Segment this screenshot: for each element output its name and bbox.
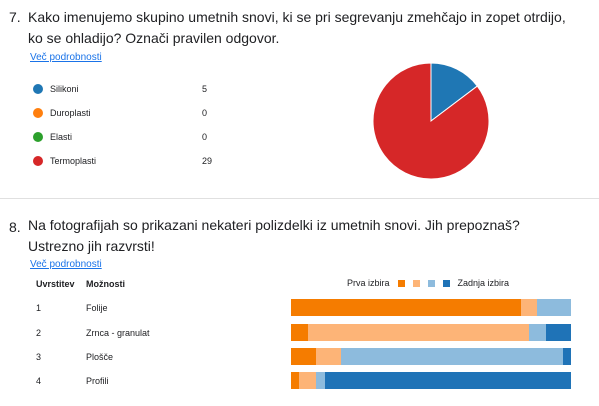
legend-label: Duroplasti bbox=[50, 108, 91, 118]
bar-segment-rank-1 bbox=[291, 372, 300, 389]
option-label: Profili bbox=[86, 376, 109, 386]
legend-dot bbox=[33, 132, 43, 142]
legend-item: Silikoni 5 bbox=[33, 82, 222, 96]
question-text: Kako imenujemo skupino umetnih snovi, ki… bbox=[28, 9, 566, 46]
question-number: 7. bbox=[9, 9, 21, 25]
bar-segment-rank-3 bbox=[316, 372, 325, 389]
options-column-header: Možnosti bbox=[86, 279, 125, 289]
bar-segment-rank-2 bbox=[316, 348, 342, 365]
legend-first-choice: Prva izbira bbox=[347, 278, 390, 288]
legend-swatch bbox=[397, 279, 405, 287]
rank-number: 3 bbox=[36, 352, 42, 362]
pie-chart bbox=[372, 62, 490, 180]
legend-label: Termoplasti bbox=[50, 156, 97, 166]
bar-segment-rank-3 bbox=[537, 299, 571, 316]
more-details-link[interactable]: Več podrobnosti bbox=[30, 259, 102, 270]
bar-segment-rank-4 bbox=[562, 348, 571, 365]
ranking-bar bbox=[291, 348, 571, 365]
legend-swatch bbox=[427, 279, 435, 287]
rank-column-header: Uvrstitev bbox=[36, 279, 75, 289]
legend-dot bbox=[33, 108, 43, 118]
legend-count: 0 bbox=[202, 132, 208, 142]
legend-count: 0 bbox=[202, 108, 208, 118]
rank-number: 4 bbox=[36, 376, 42, 386]
bar-segment-rank-2 bbox=[520, 299, 538, 316]
bar-segment-rank-2 bbox=[299, 372, 317, 389]
more-details-link[interactable]: Več podrobnosti bbox=[30, 52, 102, 63]
option-label: Folije bbox=[86, 303, 108, 313]
legend-label: Elasti bbox=[50, 132, 73, 142]
legend-count: 29 bbox=[202, 156, 213, 166]
legend-count: 5 bbox=[202, 84, 208, 94]
pie-slice-termoplasti bbox=[372, 62, 490, 180]
bar-segment-rank-1 bbox=[291, 348, 317, 365]
legend-dot bbox=[33, 84, 43, 94]
pie-slice-silikoni bbox=[430, 62, 478, 123]
option-label: Plošče bbox=[86, 352, 114, 362]
bar-segment-rank-3 bbox=[341, 348, 563, 365]
question-text: Na fotografijah so prikazani nekateri po… bbox=[28, 217, 520, 254]
bar-segment-rank-1 bbox=[291, 299, 521, 316]
legend-swatch bbox=[412, 279, 420, 287]
legend-item: Duroplasti 0 bbox=[33, 106, 222, 120]
legend-label: Silikoni bbox=[50, 84, 79, 94]
bar-segment-rank-2 bbox=[307, 324, 529, 341]
ranking-bar bbox=[291, 324, 571, 341]
legend-swatch bbox=[442, 279, 450, 287]
legend-dot bbox=[33, 156, 43, 166]
question-number: 8. bbox=[9, 219, 21, 235]
question-8-card: 8. Na fotografijah so prikazani nekateri… bbox=[0, 200, 599, 406]
option-label: Zrnca - granulat bbox=[86, 328, 150, 338]
question-7-card: 7. Kako imenujemo skupino umetnih snovi,… bbox=[0, 0, 599, 198]
ranking-bar bbox=[291, 299, 571, 316]
rank-number: 1 bbox=[36, 303, 42, 313]
bar-segment-rank-4 bbox=[545, 324, 571, 341]
bar-segment-rank-3 bbox=[528, 324, 546, 341]
legend-item: Termoplasti 29 bbox=[33, 154, 222, 168]
legend-last-choice: Zadnja izbira bbox=[457, 278, 510, 288]
legend-item: Elasti 0 bbox=[33, 130, 222, 144]
bar-segment-rank-1 bbox=[291, 324, 308, 341]
bar-segment-rank-4 bbox=[324, 372, 571, 389]
divider bbox=[0, 198, 599, 199]
ranking-bar bbox=[291, 372, 571, 389]
scale-legend: Prva izbira Zadnja izbira bbox=[347, 278, 509, 288]
rank-number: 2 bbox=[36, 328, 42, 338]
